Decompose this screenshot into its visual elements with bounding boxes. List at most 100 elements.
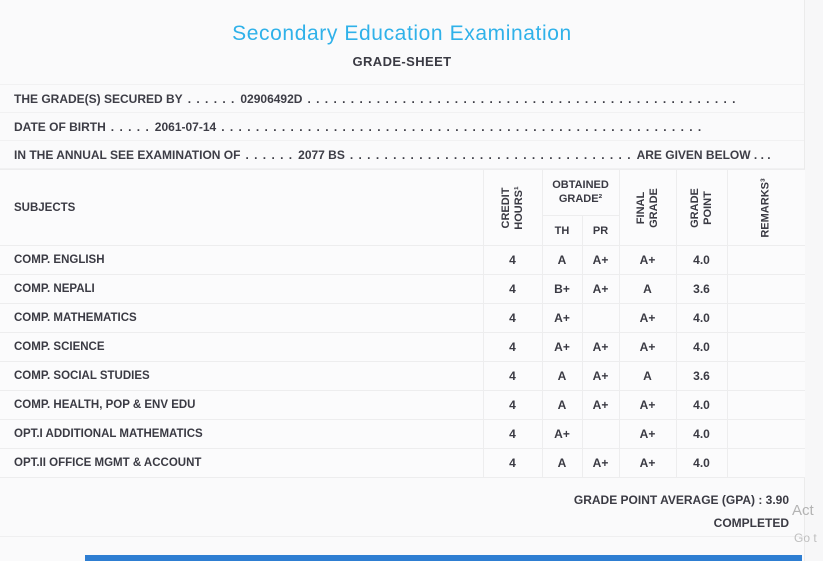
subject-cell: COMP. MATHEMATICS	[0, 303, 484, 333]
grade-point-cell: 4.0	[675, 245, 728, 275]
subject-cell: COMP. SCIENCE	[0, 332, 484, 362]
credit-cell: 4	[482, 390, 543, 420]
th-grade-cell: A+	[541, 303, 583, 333]
status-completed: COMPLETED	[0, 516, 804, 537]
col-header-pr: PR	[581, 215, 620, 246]
grade-point-cell: 3.6	[675, 361, 728, 391]
table-row: COMP. SOCIAL STUDIES 4 A A+ A 3.6	[0, 361, 806, 391]
table-header-row-1: SUBJECTS CREDIT HOURS¹ OBTAINED GRADE² F…	[0, 169, 806, 246]
grade-table: SUBJECTS CREDIT HOURS¹ OBTAINED GRADE² F…	[0, 169, 806, 478]
dot-leader: . . . . .	[110, 120, 150, 134]
secured-by-label: THE GRADE(S) SECURED BY	[14, 92, 183, 106]
th-grade-cell: A+	[541, 419, 583, 449]
remarks-cell	[726, 274, 806, 304]
pr-grade-cell: A+	[581, 332, 620, 362]
table-header-row-2: TH PR	[0, 215, 805, 246]
grade-sheet-page: Secondary Education Examination GRADE-SH…	[0, 0, 806, 561]
th-grade-cell: A	[541, 448, 583, 478]
pr-grade-cell: A+	[581, 245, 620, 275]
candidate-info-section: THE GRADE(S) SECURED BY . . . . . . 029064…	[0, 84, 804, 169]
table-row: COMP. NEPALI 4 B+ A+ A 3.6	[0, 274, 806, 304]
subject-cell: OPT.II OFFICE MGMT & ACCOUNT	[0, 448, 484, 478]
col-header-credit-hours: CREDIT HOURS¹	[482, 169, 543, 246]
secured-by-value: 02906492D	[240, 92, 303, 106]
remarks-cell	[726, 245, 806, 275]
col-header-th: TH	[542, 215, 583, 246]
th-grade-cell: B+	[541, 274, 583, 304]
info-line-examination-of: IN THE ANNUAL SEE EXAMINATION OF . . . . …	[0, 141, 804, 169]
remarks-cell	[726, 419, 806, 449]
th-grade-cell: A	[541, 361, 583, 391]
subject-cell: COMP. NEPALI	[0, 274, 484, 304]
pr-grade-cell: A+	[581, 448, 620, 478]
credit-cell: 4	[482, 419, 543, 449]
credit-cell: 4	[482, 448, 543, 478]
subject-cell: COMP. ENGLISH	[0, 245, 484, 275]
credit-cell: 4	[482, 274, 543, 304]
table-row: COMP. SCIENCE 4 A+ A+ A+ 4.0	[0, 332, 806, 362]
remarks-cell	[726, 448, 806, 478]
grade-point-cell: 4.0	[675, 390, 728, 420]
grade-point-cell: 4.0	[675, 303, 728, 333]
col-header-final-grade: FINAL GRADE	[618, 169, 677, 246]
credit-cell: 4	[482, 361, 543, 391]
dot-leader: . . . . . .	[187, 92, 236, 106]
credit-cell: 4	[482, 303, 543, 333]
remarks-cell	[726, 303, 806, 333]
info-line-secured-by: THE GRADE(S) SECURED BY . . . . . . 029064…	[0, 85, 804, 113]
page-subtitle: GRADE-SHEET	[352, 54, 452, 69]
dot-trailer: . . . . . . . . . . . . . . . . . . . . …	[307, 92, 737, 106]
table-row: OPT.II OFFICE MGMT & ACCOUNT 4 A A+ A+ 4…	[0, 448, 806, 478]
grade-point-cell: 4.0	[675, 448, 728, 478]
table-row: COMP. MATHEMATICS 4 A+ A+ 4.0	[0, 303, 806, 333]
remarks-cell	[726, 361, 806, 391]
final-grade-cell: A+	[618, 245, 677, 275]
th-grade-cell: A+	[541, 332, 583, 362]
table-row: COMP. HEALTH, POP & ENV EDU 4 A A+ A+ 4.…	[0, 390, 806, 420]
col-header-remarks: REMARKS³	[726, 169, 806, 246]
th-grade-cell: A	[541, 245, 583, 275]
col-header-subjects: SUBJECTS	[0, 169, 484, 246]
table-row: COMP. ENGLISH 4 A A+ A+ 4.0	[0, 245, 806, 275]
pr-grade-cell: A+	[581, 274, 620, 304]
subject-cell: COMP. SOCIAL STUDIES	[0, 361, 484, 391]
windows-activate-watermark-line1: Act	[792, 502, 814, 519]
table-row: OPT.I ADDITIONAL MATHEMATICS 4 A+ A+ 4.0	[0, 419, 806, 449]
col-header-grade-point: GRADE POINT	[675, 169, 728, 246]
final-grade-cell: A+	[618, 419, 677, 449]
th-grade-cell: A	[541, 390, 583, 420]
credit-cell: 4	[482, 245, 543, 275]
pr-grade-cell: A+	[581, 361, 620, 391]
dob-label: DATE OF BIRTH	[14, 120, 106, 134]
info-line-date-of-birth: DATE OF BIRTH . . . . . 2061-07-14 . . . . …	[0, 113, 804, 141]
dot-trailer: . . . . . . . . . . . . . . . . . . . . …	[349, 148, 632, 162]
dot-leader: . . . . . .	[245, 148, 294, 162]
remarks-cell	[726, 390, 806, 420]
gpa-summary: GRADE POINT AVERAGE (GPA) : 3.90	[573, 493, 789, 507]
remarks-cell	[726, 332, 806, 362]
final-grade-cell: A	[618, 274, 677, 304]
bottom-window-edge-bar	[85, 555, 802, 561]
subject-cell: OPT.I ADDITIONAL MATHEMATICS	[0, 419, 484, 449]
final-grade-cell: A+	[618, 390, 677, 420]
grade-point-cell: 3.6	[675, 274, 728, 304]
exam-value: 2077 BS	[298, 148, 345, 162]
pr-grade-cell	[581, 303, 620, 333]
final-grade-cell: A+	[618, 303, 677, 333]
pr-grade-cell	[581, 419, 620, 449]
page-title: Secondary Education Examination	[232, 22, 572, 45]
final-grade-cell: A+	[618, 332, 677, 362]
final-grade-cell: A+	[618, 448, 677, 478]
credit-cell: 4	[482, 332, 543, 362]
col-header-obtained-grade: OBTAINED GRADE²	[541, 169, 620, 216]
grade-point-cell: 4.0	[675, 419, 728, 449]
dob-value: 2061-07-14	[154, 120, 217, 134]
exam-label: IN THE ANNUAL SEE EXAMINATION OF	[14, 148, 241, 162]
subject-cell: COMP. HEALTH, POP & ENV EDU	[0, 390, 484, 420]
windows-activate-watermark-line2: Go t	[794, 531, 817, 545]
final-grade-cell: A	[618, 361, 677, 391]
grade-point-cell: 4.0	[675, 332, 728, 362]
dot-trailer: . . . . . . . . . . . . . . . . . . . . …	[221, 120, 703, 134]
pr-grade-cell: A+	[581, 390, 620, 420]
exam-suffix: ARE GIVEN BELOW . . .	[636, 148, 771, 162]
